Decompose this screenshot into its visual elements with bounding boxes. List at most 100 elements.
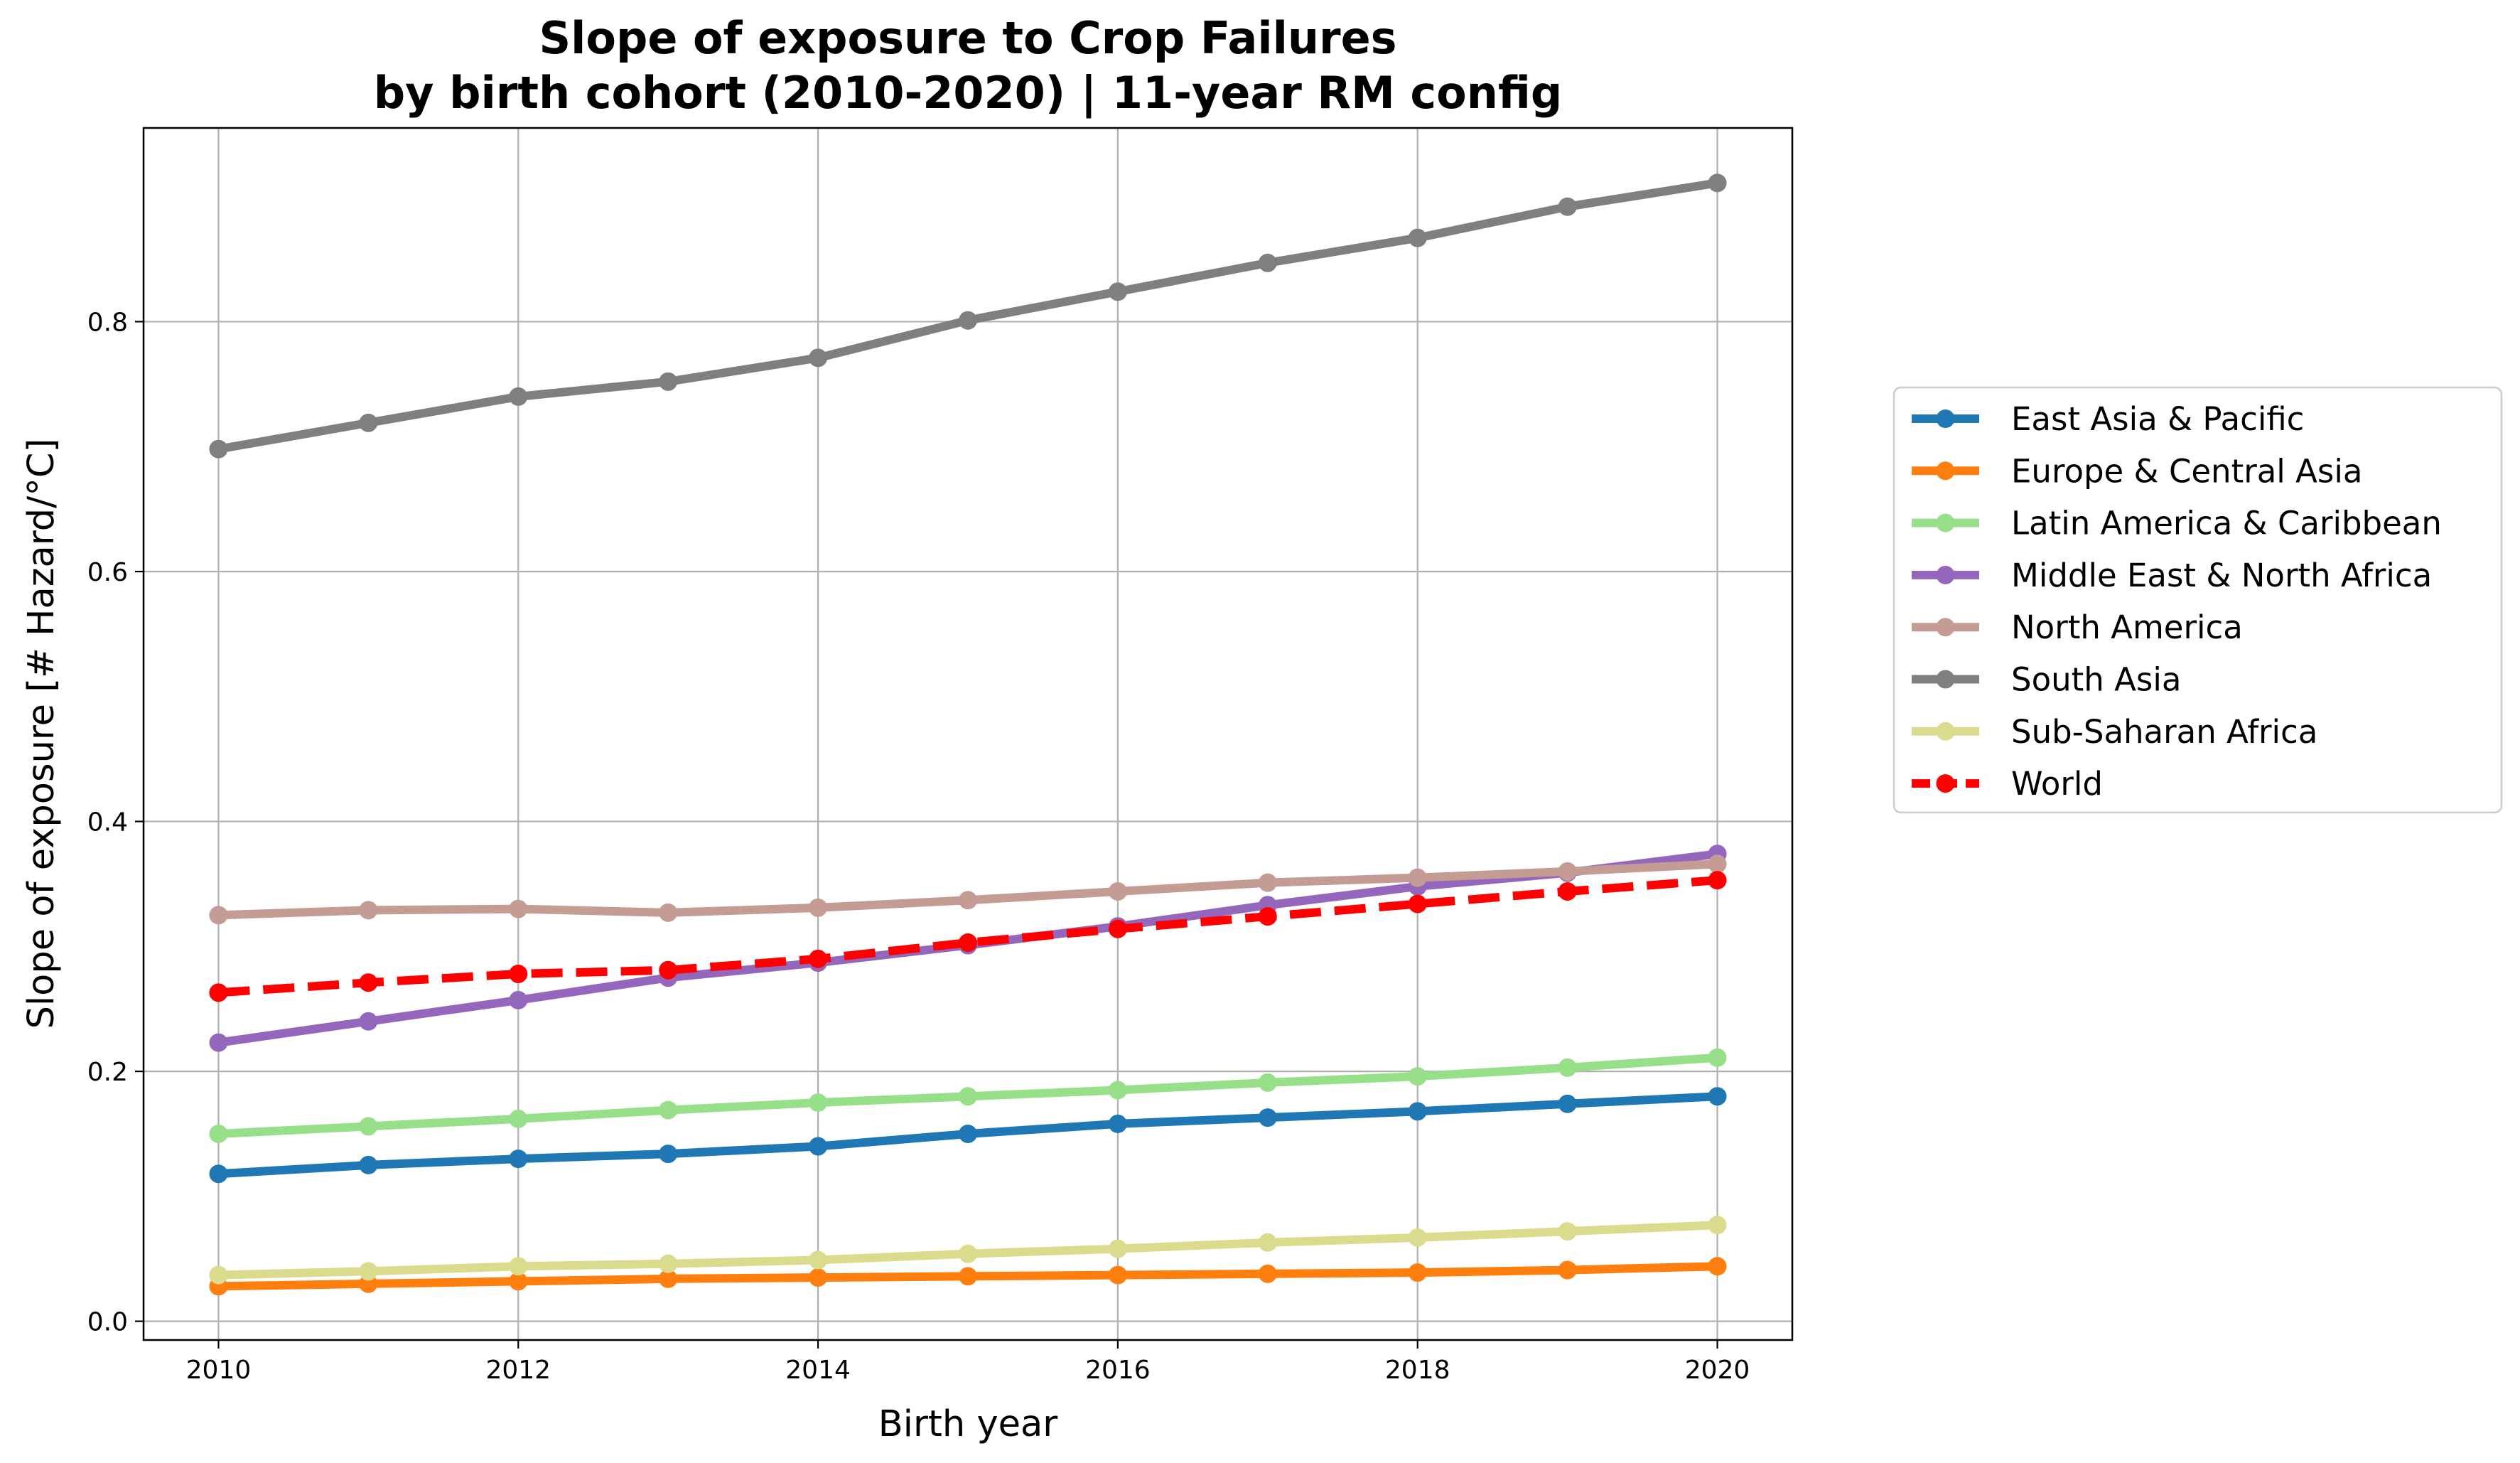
y-tick-label: 0.4 — [87, 808, 128, 837]
legend-label: South Asia — [2011, 661, 2181, 699]
data-point — [1108, 1239, 1127, 1258]
data-point — [1708, 1216, 1727, 1235]
data-point — [1408, 1263, 1427, 1282]
data-point — [1408, 1228, 1427, 1247]
data-point — [1408, 868, 1427, 887]
legend-marker — [1936, 565, 1955, 584]
data-point — [209, 439, 228, 459]
legend-item-world: World — [1912, 765, 2103, 803]
data-point — [359, 1117, 378, 1136]
series-north-america — [209, 854, 1727, 925]
data-point — [509, 387, 528, 406]
data-point — [959, 933, 977, 953]
legend-label: World — [2011, 765, 2103, 803]
data-point — [509, 1272, 528, 1291]
data-point — [1108, 1114, 1127, 1133]
data-point — [659, 903, 678, 922]
legend-label: East Asia & Pacific — [2011, 400, 2304, 438]
legend-marker — [1936, 513, 1955, 532]
series-south-asia — [209, 173, 1727, 459]
legend-marker — [1936, 409, 1955, 428]
data-point — [209, 906, 228, 925]
data-point — [359, 1262, 378, 1281]
data-point — [359, 901, 378, 920]
y-tick-label: 0.2 — [87, 1058, 128, 1087]
data-point — [1408, 228, 1427, 247]
data-point — [959, 311, 977, 330]
data-point — [659, 1269, 678, 1288]
x-tick-label: 2014 — [785, 1356, 851, 1385]
data-point — [959, 1124, 977, 1143]
data-point — [1108, 881, 1127, 901]
legend-item-europe-and-central-asia: Europe & Central Asia — [1912, 452, 2362, 490]
data-point — [509, 1109, 528, 1128]
data-point — [209, 1164, 228, 1184]
data-point — [509, 1257, 528, 1276]
chart-title-line-2: by birth cohort (2010-2020) | 11-year RM… — [374, 67, 1563, 119]
data-point — [1108, 919, 1127, 938]
legend-marker — [1936, 618, 1955, 637]
data-point — [1108, 282, 1127, 301]
data-point — [1558, 881, 1577, 901]
data-point — [1408, 894, 1427, 913]
data-point — [659, 1100, 678, 1120]
data-point — [359, 1155, 378, 1174]
series-world — [209, 871, 1727, 1002]
data-point — [1108, 1081, 1127, 1100]
data-point — [1258, 1264, 1277, 1283]
data-point — [509, 990, 528, 1009]
data-point — [209, 1033, 228, 1052]
data-point — [959, 1267, 977, 1286]
legend-label: Latin America & Caribbean — [2011, 505, 2442, 542]
data-point — [509, 964, 528, 983]
data-point — [659, 1145, 678, 1164]
legend-item-north-america: North America — [1912, 609, 2243, 646]
data-point — [1708, 854, 1727, 874]
data-point — [1558, 197, 1577, 216]
legend-item-east-asia-and-pacific: East Asia & Pacific — [1912, 400, 2304, 438]
data-point — [209, 983, 228, 1002]
series-line-world — [218, 876, 1718, 997]
legend-box — [1892, 386, 2503, 814]
y-tick-label: 0.6 — [87, 558, 128, 587]
data-point — [809, 1250, 828, 1270]
series-sub-saharan-africa — [209, 1216, 1727, 1285]
data-point — [959, 1087, 977, 1106]
y-tick-label: 0.0 — [87, 1308, 128, 1337]
x-tick-label: 2012 — [485, 1356, 551, 1385]
data-point — [1258, 1108, 1277, 1127]
data-point — [359, 1012, 378, 1031]
data-point — [809, 949, 828, 968]
data-point — [1558, 862, 1577, 881]
data-point — [659, 960, 678, 980]
data-point — [509, 1150, 528, 1169]
data-point — [1708, 1257, 1727, 1276]
series-lines — [209, 173, 1727, 1296]
legend-item-south-asia: South Asia — [1912, 661, 2181, 699]
data-point — [1408, 1067, 1427, 1086]
legend-marker — [1936, 670, 1955, 689]
data-point — [1108, 1265, 1127, 1285]
data-point — [809, 1268, 828, 1287]
series-east-asia-and-pacific — [209, 1087, 1727, 1184]
data-point — [809, 348, 828, 368]
axis-ticks: 2010 2012 2014 2016 2018 2020 0.0 0.2 0.4 0.6 0.8 — [87, 308, 1750, 1385]
data-point — [1258, 873, 1277, 892]
legend-label: Sub-Saharan Africa — [2011, 713, 2317, 751]
data-point — [1558, 1094, 1577, 1113]
legend-marker — [1936, 774, 1955, 793]
data-point — [359, 973, 378, 992]
data-point — [209, 1265, 228, 1285]
data-point — [1708, 871, 1727, 890]
x-tick-label: 2010 — [186, 1356, 252, 1385]
data-point — [209, 1124, 228, 1143]
legend-label: Europe & Central Asia — [2011, 452, 2362, 490]
data-point — [809, 898, 828, 917]
data-point — [1708, 173, 1727, 193]
data-point — [1408, 1102, 1427, 1121]
plot-frame — [142, 127, 1794, 1341]
data-point — [509, 899, 528, 918]
y-tick-label: 0.8 — [87, 308, 128, 337]
data-point — [659, 1254, 678, 1273]
data-point — [1558, 1260, 1577, 1280]
